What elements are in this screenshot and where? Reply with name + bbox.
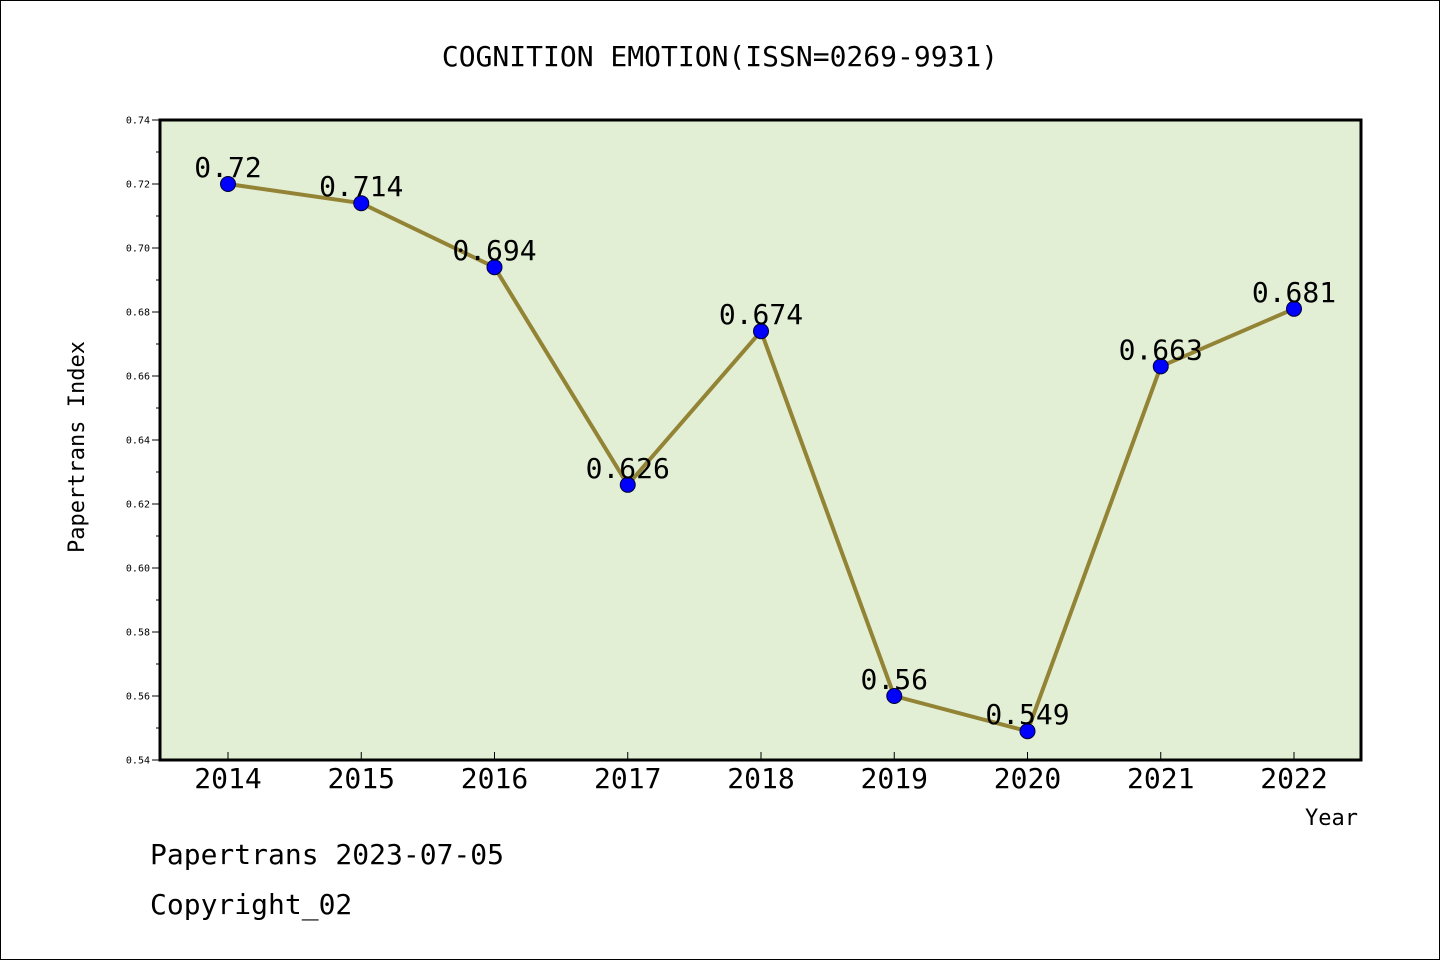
data-label: 0.674 (719, 298, 803, 331)
y-tick-label: 0.68 (126, 308, 150, 319)
y-tick-label: 0.54 (126, 756, 150, 767)
data-point (1019, 723, 1036, 740)
data-label: 0.663 (1119, 333, 1203, 366)
data-label: 0.714 (319, 170, 403, 203)
data-label: 0.56 (861, 663, 928, 696)
data-label: 0.72 (194, 151, 261, 184)
y-tick-label: 0.56 (126, 692, 150, 703)
x-tick-label: 2021 (1127, 762, 1194, 795)
series-points (220, 176, 1302, 740)
data-point (1152, 358, 1169, 375)
data-point (1286, 300, 1302, 317)
data-point (753, 323, 769, 340)
plot-area (158, 118, 1363, 762)
x-tick-label: 2016 (461, 762, 528, 795)
y-tick-label: 0.60 (126, 564, 150, 575)
data-point (353, 195, 370, 212)
data-point (220, 176, 236, 192)
x-tick-label: 2018 (727, 762, 794, 795)
y-tick-label: 0.74 (126, 116, 150, 127)
data-point (886, 688, 903, 704)
data-label: 0.681 (1252, 276, 1336, 309)
x-tick-label: 2019 (861, 762, 928, 795)
footer-copyright: Copyright_02 (150, 888, 352, 922)
data-point (619, 476, 636, 493)
chart-title: COGNITION EMOTION(ISSN=0269-9931) (442, 40, 998, 73)
x-tick-label: 2015 (328, 762, 395, 795)
x-tick-label: 2014 (194, 762, 261, 795)
x-tick-label: 2022 (1260, 762, 1327, 795)
data-label: 0.549 (985, 698, 1069, 731)
y-tick-label: 0.72 (126, 180, 150, 191)
x-axis: 2014 2015 2016 2017 2018 2019 2020 2021 2022 (194, 752, 1328, 795)
x-tick-label: 2017 (594, 762, 661, 795)
data-label: 0.626 (586, 452, 670, 485)
y-tick-label: 0.66 (126, 372, 150, 383)
y-tick-label: 0.70 (126, 244, 150, 255)
x-tick-label: 2020 (994, 762, 1061, 795)
data-labels: 0.72 0.714 0.694 0.626 0.674 0.56 0.549 0.663 0.… (194, 151, 1336, 731)
data-point (486, 259, 503, 276)
y-axis: 0.54 0.56 0.58 0.60 0.62 0.64 0.66 0.68 0.70 0.72… (126, 116, 160, 767)
data-label: 0.694 (452, 234, 536, 267)
y-tick-label: 0.58 (126, 628, 150, 639)
y-tick-label: 0.64 (126, 436, 150, 447)
y-axis-label: Papertrans Index (65, 341, 90, 553)
y-tick-label: 0.62 (126, 500, 150, 511)
footer-date: Papertrans 2023-07-05 (150, 838, 504, 871)
x-axis-label: Year (1305, 806, 1358, 831)
